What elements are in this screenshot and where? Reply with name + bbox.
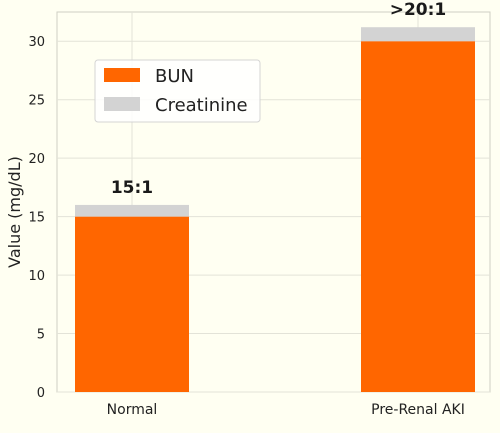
- legend-label-creatinine: Creatinine: [155, 95, 248, 116]
- y-tick-label: 20: [28, 152, 45, 167]
- bar-bun-0: [75, 216, 189, 392]
- bar-bun-1: [361, 41, 475, 392]
- ratio-annotation: >20:1: [390, 0, 447, 20]
- ratio-annotations: 15:1 >20:1: [111, 0, 446, 198]
- bars: [75, 27, 475, 392]
- legend-swatch-creatinine: [104, 97, 140, 111]
- legend-swatch-bun: [104, 68, 140, 82]
- x-tick-label: Normal: [107, 402, 158, 418]
- legend: BUN Creatinine: [94, 59, 261, 123]
- x-tick-label: Pre-Renal AKI: [371, 402, 465, 418]
- bar-creatinine-0: [75, 204, 189, 217]
- y-tick-labels: 0 5 10 15 20 25 30: [28, 35, 45, 401]
- y-tick-label: 0: [37, 386, 45, 401]
- ratio-annotation: 15:1: [111, 178, 153, 198]
- y-tick-label: 25: [28, 94, 45, 109]
- x-tick-labels: Normal Pre-Renal AKI: [107, 402, 465, 418]
- y-axis-title: Value (mg/dL): [5, 156, 24, 268]
- legend-label-bun: BUN: [155, 66, 194, 87]
- y-tick-label: 15: [28, 211, 45, 226]
- y-tick-label: 30: [28, 35, 45, 50]
- bar-creatinine-1: [361, 27, 475, 42]
- y-tick-label: 5: [37, 328, 45, 343]
- y-tick-label: 10: [28, 269, 45, 284]
